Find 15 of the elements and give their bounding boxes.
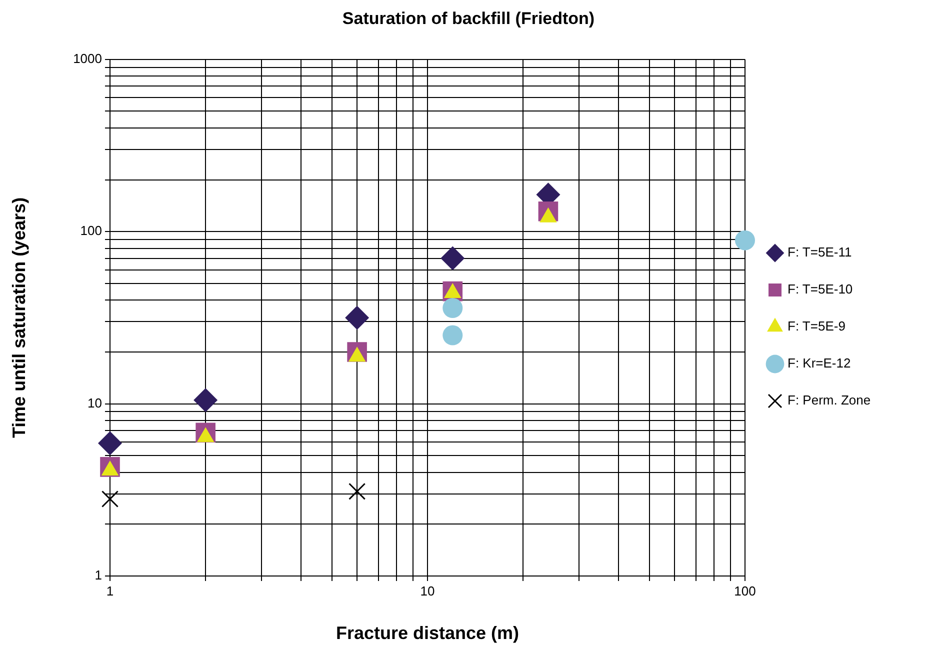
- y-tick-label: 10: [88, 395, 102, 410]
- legend-label: F: Kr=E-12: [788, 356, 851, 371]
- x-axis-title: Fracture distance (m): [336, 623, 520, 644]
- x-tick-label: 100: [734, 583, 756, 598]
- legend-label: F: T=5E-10: [788, 282, 853, 297]
- y-tick-label: 1: [94, 568, 102, 583]
- legend-label: F: Perm. Zone: [788, 392, 871, 408]
- legend-label: F: T=5E-9: [788, 318, 846, 334]
- x-tick-label: 1: [106, 583, 114, 598]
- y-tick-label: 1000: [73, 50, 102, 66]
- x-tick-label: 10: [420, 583, 435, 598]
- legend-label: F: T=5E-11: [788, 244, 852, 260]
- y-tick-label: 100: [80, 223, 102, 238]
- y-axis-title: Time until saturation (years): [8, 197, 29, 438]
- chart-title: Saturation of backfill (Friedton): [342, 8, 595, 28]
